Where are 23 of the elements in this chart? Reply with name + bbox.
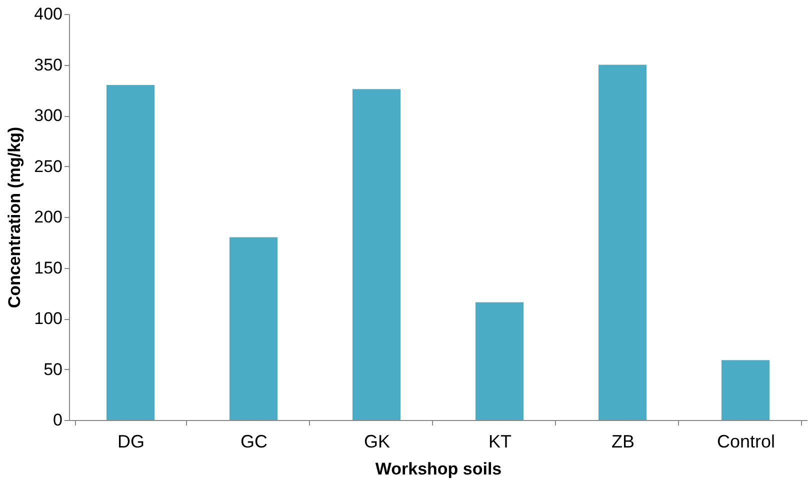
y-tick-label: 150 bbox=[34, 258, 62, 278]
y-tick-label: 250 bbox=[34, 156, 62, 176]
bar bbox=[352, 89, 400, 420]
x-tick-label: DG bbox=[118, 432, 144, 452]
y-tick-label: 50 bbox=[44, 360, 62, 379]
y-tick-label: 100 bbox=[34, 309, 62, 328]
y-tick-label: 300 bbox=[34, 106, 62, 125]
bar bbox=[230, 237, 278, 420]
y-tick-label: 350 bbox=[34, 55, 62, 74]
y-tick-label: 200 bbox=[34, 208, 62, 226]
bar bbox=[106, 85, 154, 420]
x-tick-label: Control bbox=[716, 432, 776, 452]
y-tick-label: 400 bbox=[34, 4, 62, 24]
x-tick-label: KT bbox=[488, 432, 512, 452]
y-tick-label: 0 bbox=[53, 410, 62, 430]
x-tick-label: GK bbox=[364, 432, 390, 452]
x-tick-label: ZB bbox=[611, 432, 635, 452]
bar bbox=[722, 360, 770, 420]
x-tick-label: GC bbox=[240, 432, 268, 452]
bar bbox=[598, 64, 646, 420]
x-axis-title: Workshop soils bbox=[375, 460, 502, 478]
y-axis-title: Concentration (mg/kg) bbox=[5, 126, 24, 308]
bar bbox=[476, 302, 524, 420]
